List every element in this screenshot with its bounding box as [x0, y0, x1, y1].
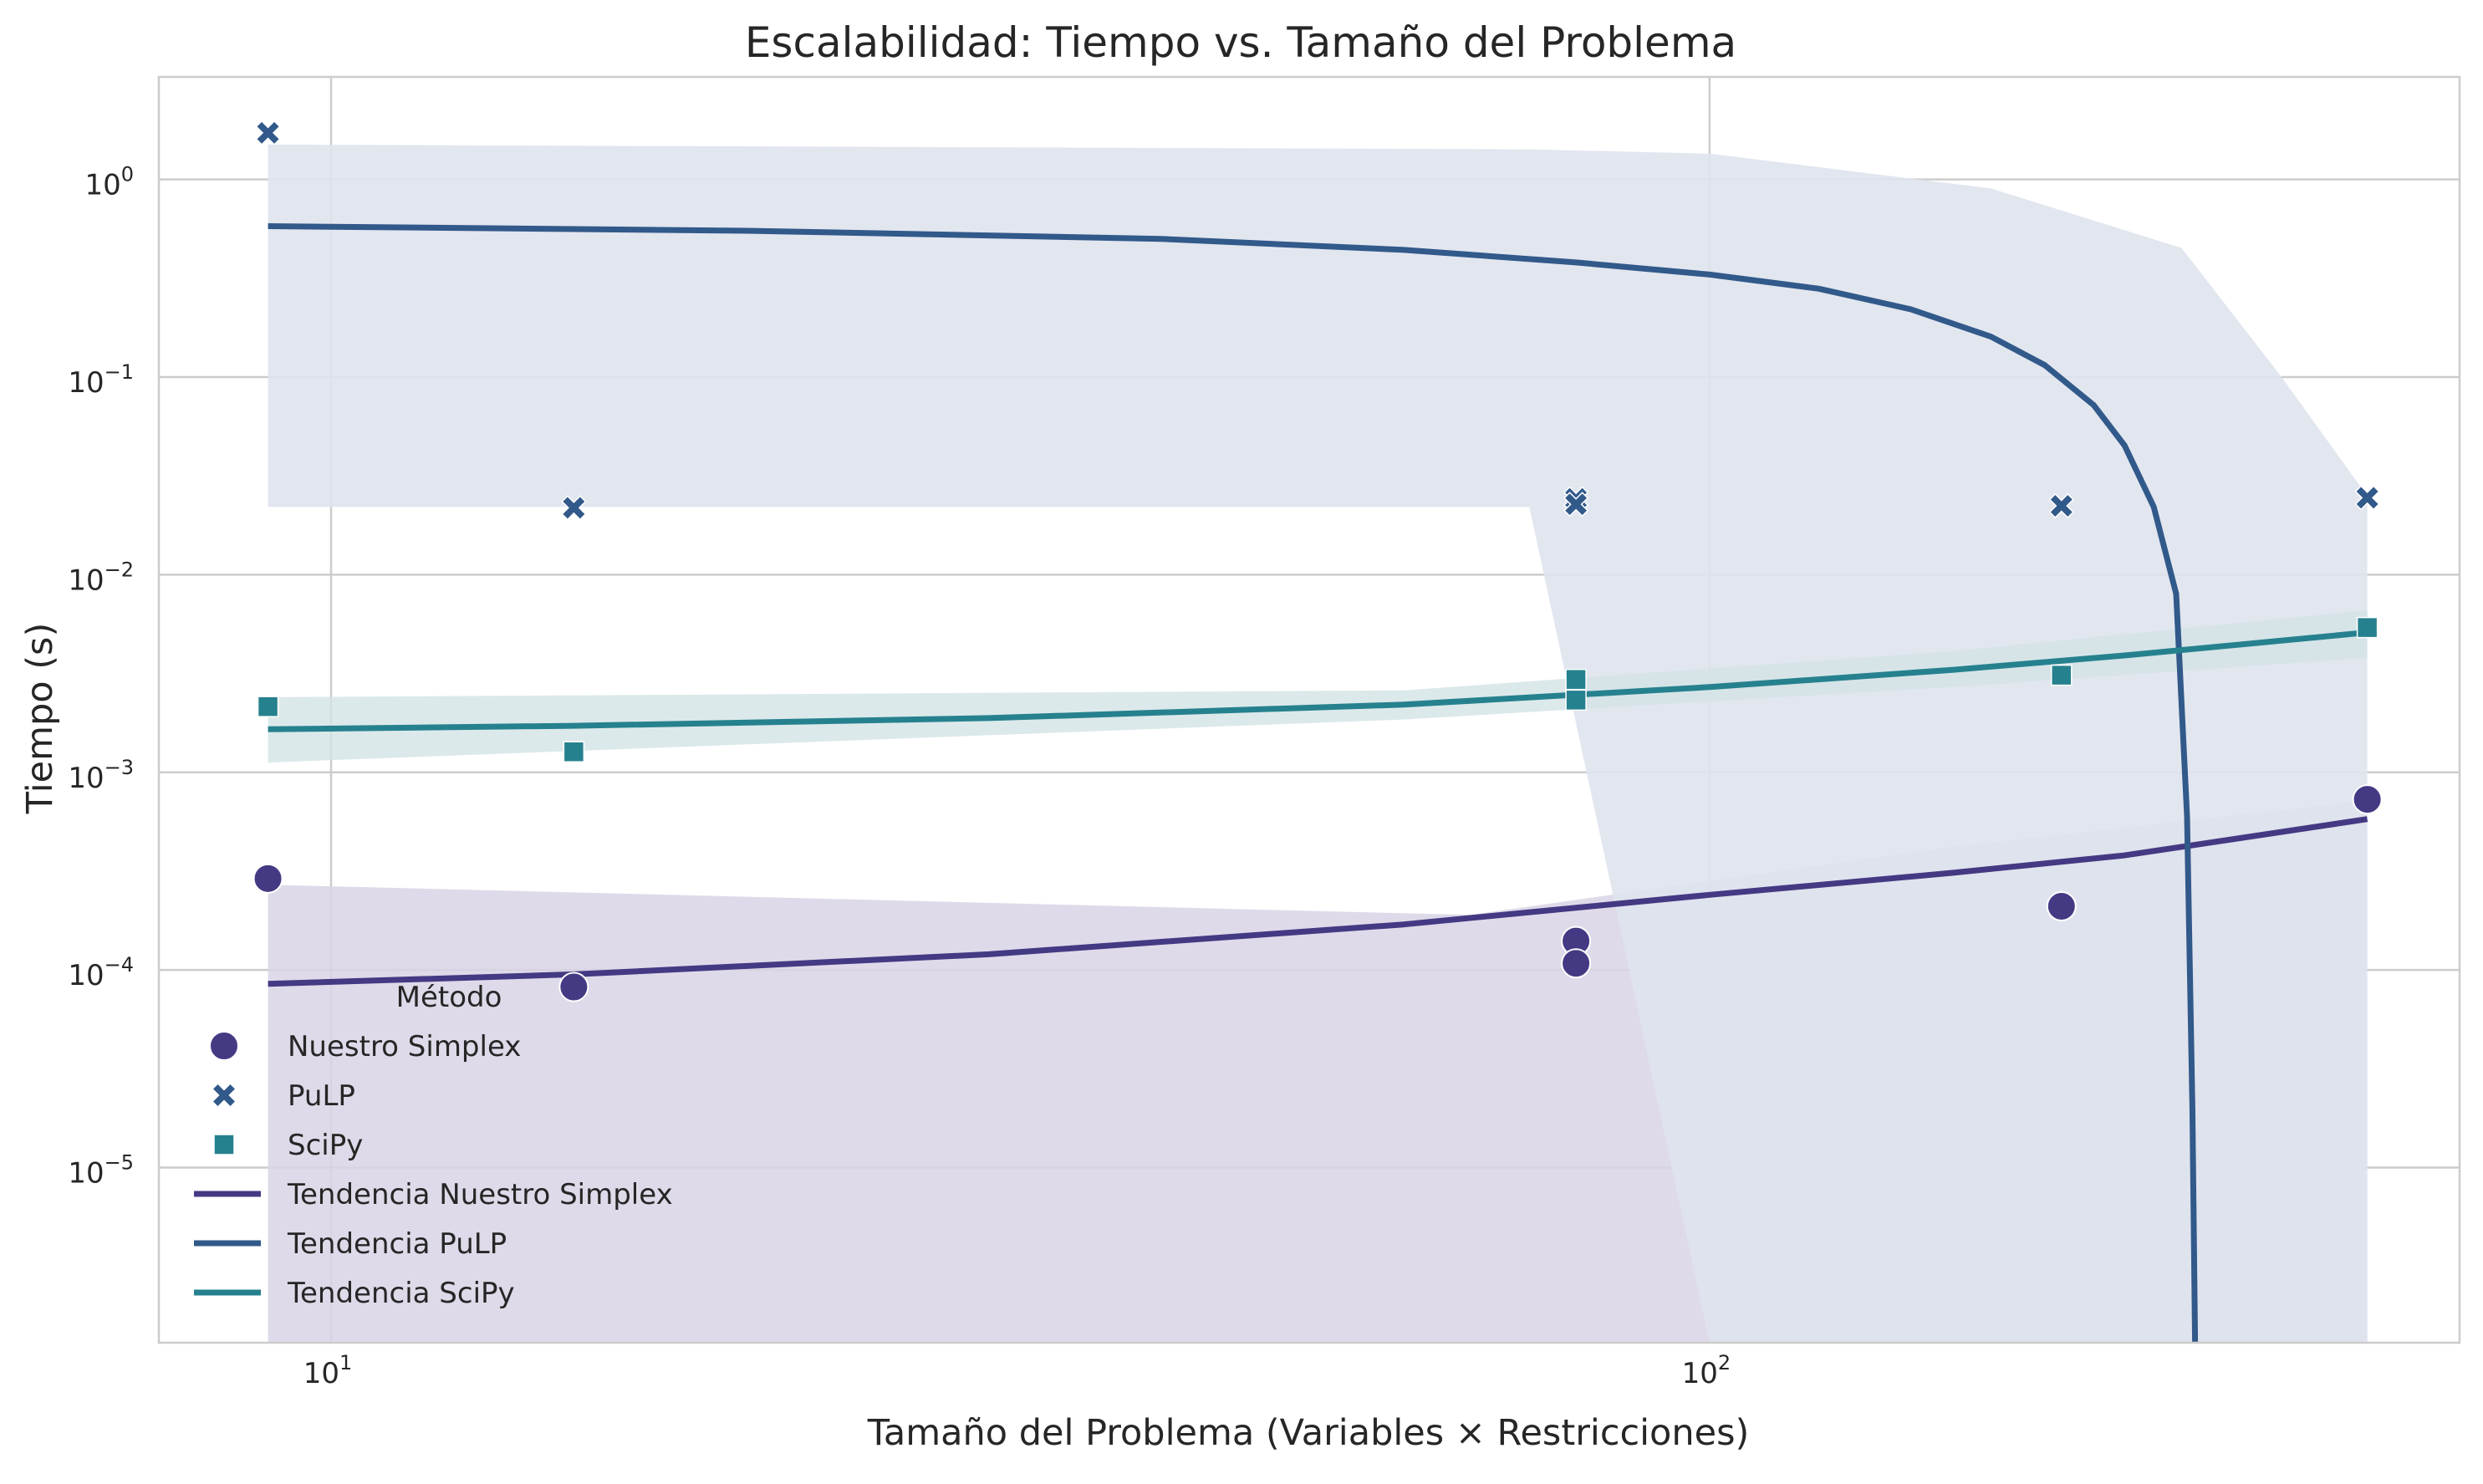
y-tick-label: 10−1 [68, 360, 134, 400]
data-markers [252, 120, 2383, 1002]
data-point [558, 971, 589, 1002]
x-axis-label: Tamaño del Problema (Variables × Restric… [867, 1412, 1750, 1454]
y-axis-label: Tiempo (s) [19, 623, 61, 814]
data-point [2352, 784, 2383, 815]
data-point [561, 495, 587, 521]
x-tick-label: 102 [1682, 1351, 1731, 1390]
data-point [2046, 890, 2077, 921]
y-tick-label: 10−4 [68, 953, 134, 992]
y-tick-label: 10−3 [68, 756, 134, 795]
data-point [1561, 948, 1592, 979]
plot-frame [157, 75, 2461, 1344]
legend-label: Nuestro Simplex [288, 1030, 521, 1063]
data-point [2356, 616, 2378, 639]
trend-line [268, 223, 2199, 1344]
legend: Método Nuestro Simplex PuLP SciPy Tendencia… [194, 981, 673, 1310]
y-tick-label: 100 [84, 163, 134, 202]
legend-marker [209, 1031, 239, 1061]
legend-label: Tendencia SciPy [287, 1277, 515, 1310]
chart-title: Escalabilidad: Tiempo vs. Tamaño del Pro… [745, 18, 1736, 67]
trend-line [268, 816, 2368, 987]
data-point [252, 863, 283, 894]
legend-label: Tendencia PuLP [287, 1227, 507, 1261]
y-tick-label: 10−5 [68, 1151, 134, 1191]
y-tick-label: 10−2 [68, 558, 134, 597]
x-tick-label: 101 [303, 1351, 353, 1390]
legend-marker [211, 1082, 237, 1109]
data-point [2051, 664, 2073, 686]
data-point [2354, 485, 2380, 511]
trend-line [268, 630, 2368, 732]
data-point [255, 120, 281, 145]
trend-lines [268, 223, 2368, 1344]
tick-labels: 101 102 100 10−1 10−2 10−3 10−4 10−5 [68, 163, 1731, 1390]
data-point [257, 696, 279, 717]
data-point [2048, 492, 2074, 519]
data-point [1565, 668, 1587, 691]
legend-label: Tendencia Nuestro Simplex [287, 1178, 673, 1211]
legend-title: Método [396, 981, 502, 1014]
legend-label: PuLP [288, 1079, 355, 1113]
data-point [1563, 492, 1589, 518]
confidence-band [268, 144, 2368, 1343]
data-point [563, 741, 585, 762]
legend-marker [213, 1134, 235, 1155]
legend-label: SciPy [288, 1129, 363, 1162]
data-point [1565, 689, 1587, 711]
